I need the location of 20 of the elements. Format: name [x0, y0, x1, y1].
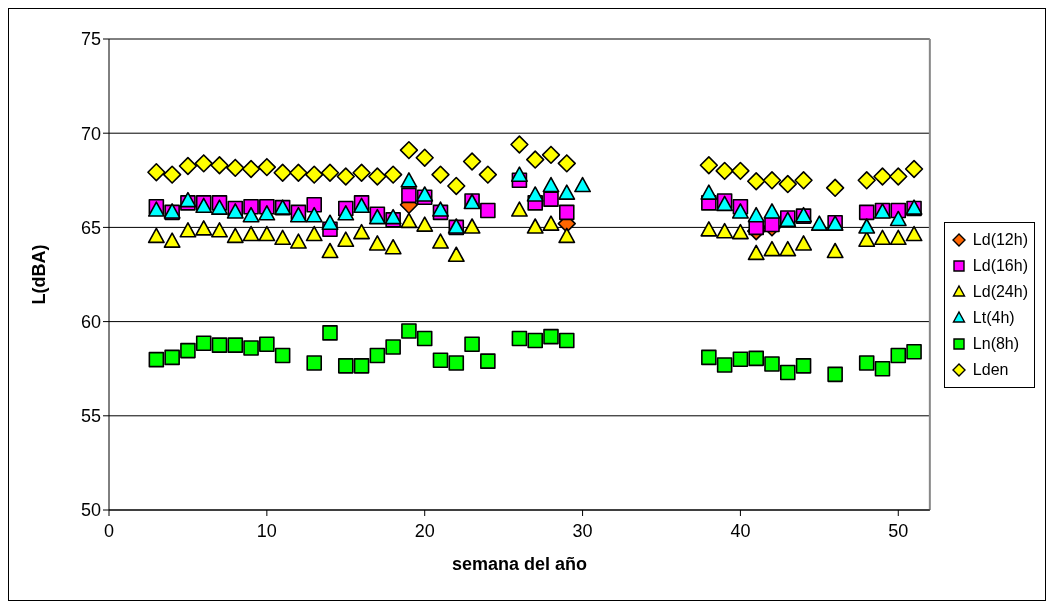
- x-tick-label: 10: [256, 520, 277, 541]
- y-tick-label: 65: [80, 217, 101, 238]
- x-tick-label: 50: [888, 520, 909, 541]
- legend-label: Ld(16h): [972, 256, 1028, 275]
- x-tick-label: 30: [572, 520, 593, 541]
- y-tick-label: 55: [80, 406, 101, 427]
- y-tick-label: 75: [80, 29, 101, 50]
- y-tick-label: 50: [80, 500, 101, 521]
- legend-label: Lden: [972, 360, 1009, 379]
- x-tick-label: 40: [730, 520, 751, 541]
- x-tick-label: 0: [103, 520, 115, 541]
- legend-label: Lt(4h): [972, 308, 1015, 327]
- y-tick-label: 70: [80, 123, 101, 144]
- x-tick-label: 20: [414, 520, 435, 541]
- y-tick-label: 60: [80, 311, 101, 332]
- x-axis-title: semana del año: [451, 554, 587, 574]
- y-axis-title: L(dBA): [29, 244, 50, 305]
- legend-label: Ld(24h): [972, 282, 1028, 301]
- legend-label: Ln(8h): [972, 334, 1020, 353]
- legend-label: Ld(12h): [972, 230, 1028, 249]
